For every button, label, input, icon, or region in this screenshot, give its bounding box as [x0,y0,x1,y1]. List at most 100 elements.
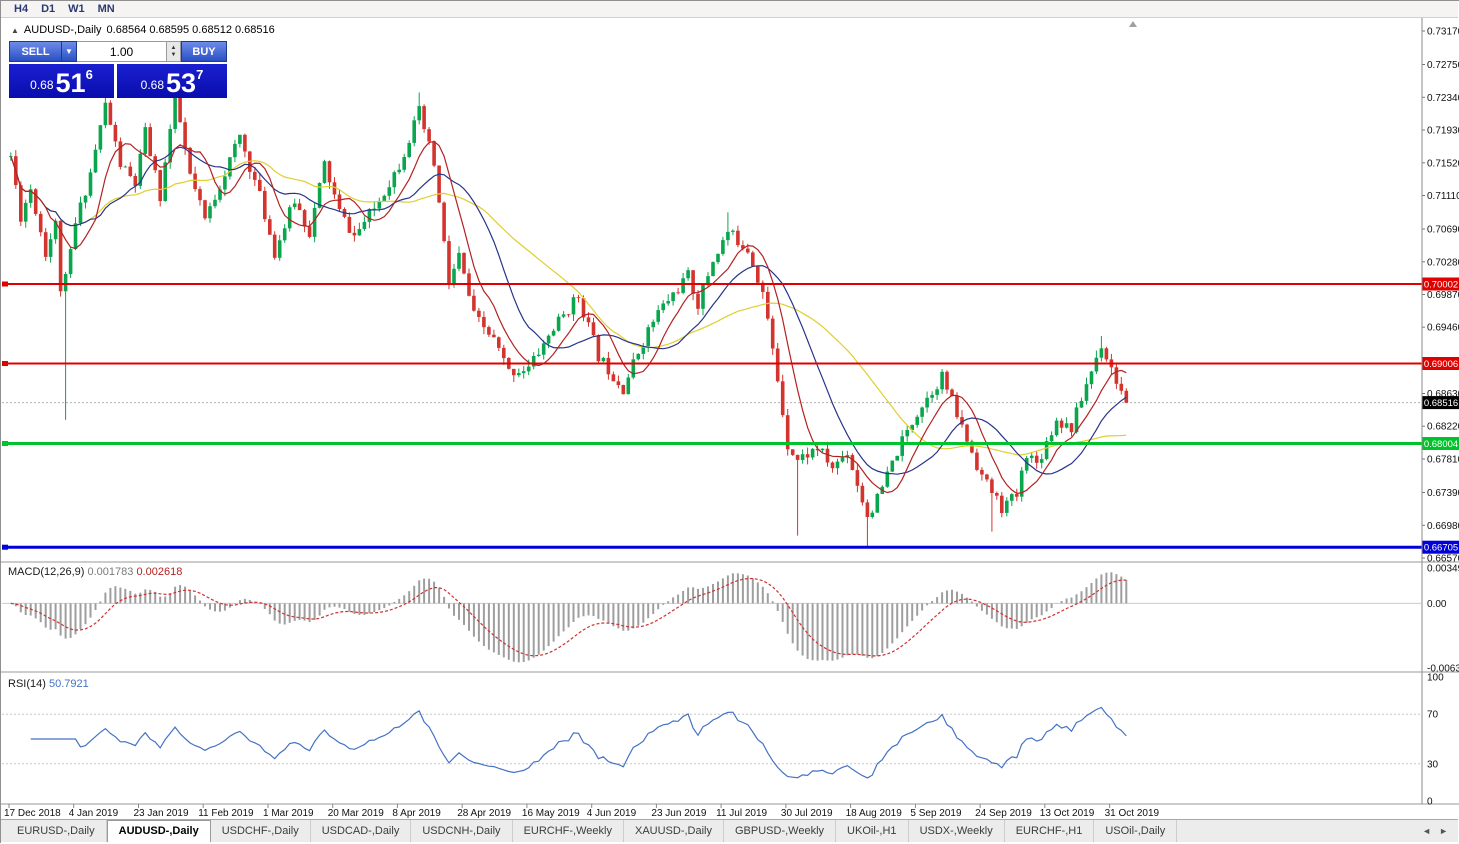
buy-price-big: 53 [166,71,196,95]
buy-price-small: 0.68 [141,78,164,92]
timeframe-button-w1[interactable]: W1 [63,2,90,17]
date-label: 11 Jul 2019 [716,808,767,819]
sell-price-small: 0.68 [30,78,53,92]
sell-price-big: 51 [56,71,86,95]
macd-indicator-label: MACD(12,26,9) 0.001783 0.002618 [8,566,182,578]
rsi-indicator-label: RSI(14) 50.7921 [8,678,89,690]
chart-tab-usdcad-daily[interactable]: USDCAD-,Daily [311,820,412,842]
svg-text:0.68004: 0.68004 [1424,439,1458,450]
date-label: 1 Mar 2019 [263,808,314,819]
volume-stepper[interactable]: ▲ ▼ [167,41,181,62]
trade-controls-row: SELL ▼ ▲ ▼ BUY [9,41,227,62]
date-label: 23 Jun 2019 [651,808,706,819]
rsi-axis-tick: 70 [1427,710,1439,721]
rsi-axis-tick: 30 [1427,759,1439,770]
tab-scroll-right-icon[interactable]: ► [1439,826,1448,836]
rsi-value: 50.7921 [49,678,89,690]
volume-input[interactable] [77,45,166,59]
date-label: 17 Dec 2018 [4,808,61,819]
date-label: 20 Mar 2019 [328,808,385,819]
current-price-badge: 0.68516 [1423,396,1459,409]
tab-scroll-arrows: ◄► [1412,820,1458,842]
chevron-down-icon: ▼ [65,47,73,56]
svg-text:0.70002: 0.70002 [1424,280,1458,291]
chart-tab-usdcnh-daily[interactable]: USDCNH-,Daily [411,820,512,842]
date-label: 24 Sep 2019 [975,808,1032,819]
chart-tab-eurusd-daily[interactable]: EURUSD-,Daily [6,820,107,842]
date-label: 5 Sep 2019 [910,808,962,819]
date-label: 4 Jun 2019 [587,808,637,819]
macd-name: MACD(12,26,9) [8,566,84,578]
date-label: 28 Apr 2019 [457,808,511,819]
sell-price-sup: 6 [86,67,93,82]
ohlc-values: 0.68564 0.68595 0.68512 0.68516 [107,24,275,36]
order-type-dropdown[interactable]: ▼ [62,41,77,62]
chart-tab-eurchf-h1[interactable]: EURCHF-,H1 [1005,820,1095,842]
chart-tab-gbpusd-weekly[interactable]: GBPUSD-,Weekly [724,820,836,842]
stepper-down-icon[interactable]: ▼ [171,52,177,59]
timeframe-button-h4[interactable]: H4 [9,2,33,17]
tab-scroll-left-icon[interactable]: ◄ [1422,826,1431,836]
buy-button[interactable]: BUY [181,41,227,62]
date-label: 4 Jan 2019 [69,808,119,819]
macd-value: 0.001783 [87,566,133,578]
date-label: 18 Aug 2019 [846,808,903,819]
sell-button[interactable]: SELL [9,41,62,62]
rsi-axis-tick: 100 [1427,673,1444,684]
price-tick: 0.71110 [1427,191,1459,202]
date-label: 16 May 2019 [522,808,580,819]
date-label: 30 Jul 2019 [781,808,833,819]
date-label: 13 Oct 2019 [1040,808,1095,819]
chart-tab-usoil-daily[interactable]: USOil-,Daily [1094,820,1177,842]
volume-field [77,41,167,62]
chart-tab-xauusd-daily[interactable]: XAUUSD-,Daily [624,820,724,842]
chart-tab-audusd-daily[interactable]: AUDUSD-,Daily [107,820,211,842]
buy-price-sup: 7 [196,67,203,82]
timeframe-button-d1[interactable]: D1 [36,2,60,17]
date-label: 31 Oct 2019 [1105,808,1160,819]
chart-tab-usdx-weekly[interactable]: USDX-,Weekly [909,820,1005,842]
rsi-axis-tick: 0 [1427,797,1433,808]
macd-axis-tick: 0.00 [1427,599,1447,610]
date-label: 11 Feb 2019 [198,808,254,819]
collapse-trade-panel-icon[interactable]: ▲ [11,26,19,35]
date-label: 8 Apr 2019 [392,808,441,819]
chart-tab-eurchf-weekly[interactable]: EURCHF-,Weekly [513,820,624,842]
chart-tab-ukoil-h1[interactable]: UKOil-,H1 [836,820,909,842]
macd-signal-value: 0.002618 [136,566,182,578]
rsi-name: RSI(14) [8,678,46,690]
macd-axis-tick: 0.00349 [1427,564,1459,575]
svg-text:0.69006: 0.69006 [1424,359,1458,370]
timeframe-button-mn[interactable]: MN [93,2,120,17]
stepper-up-icon[interactable]: ▲ [171,45,177,52]
date-label: 23 Jan 2019 [134,808,189,819]
chart-tab-usdchf-daily[interactable]: USDCHF-,Daily [211,820,311,842]
svg-text:0.66705: 0.66705 [1424,543,1458,554]
symbol-label: AUDUSD-,Daily [24,24,102,36]
svg-text:0.68516: 0.68516 [1424,398,1458,409]
chart-symbol-header: ▲ AUDUSD-,Daily 0.68564 0.68595 0.68512 … [11,24,275,36]
